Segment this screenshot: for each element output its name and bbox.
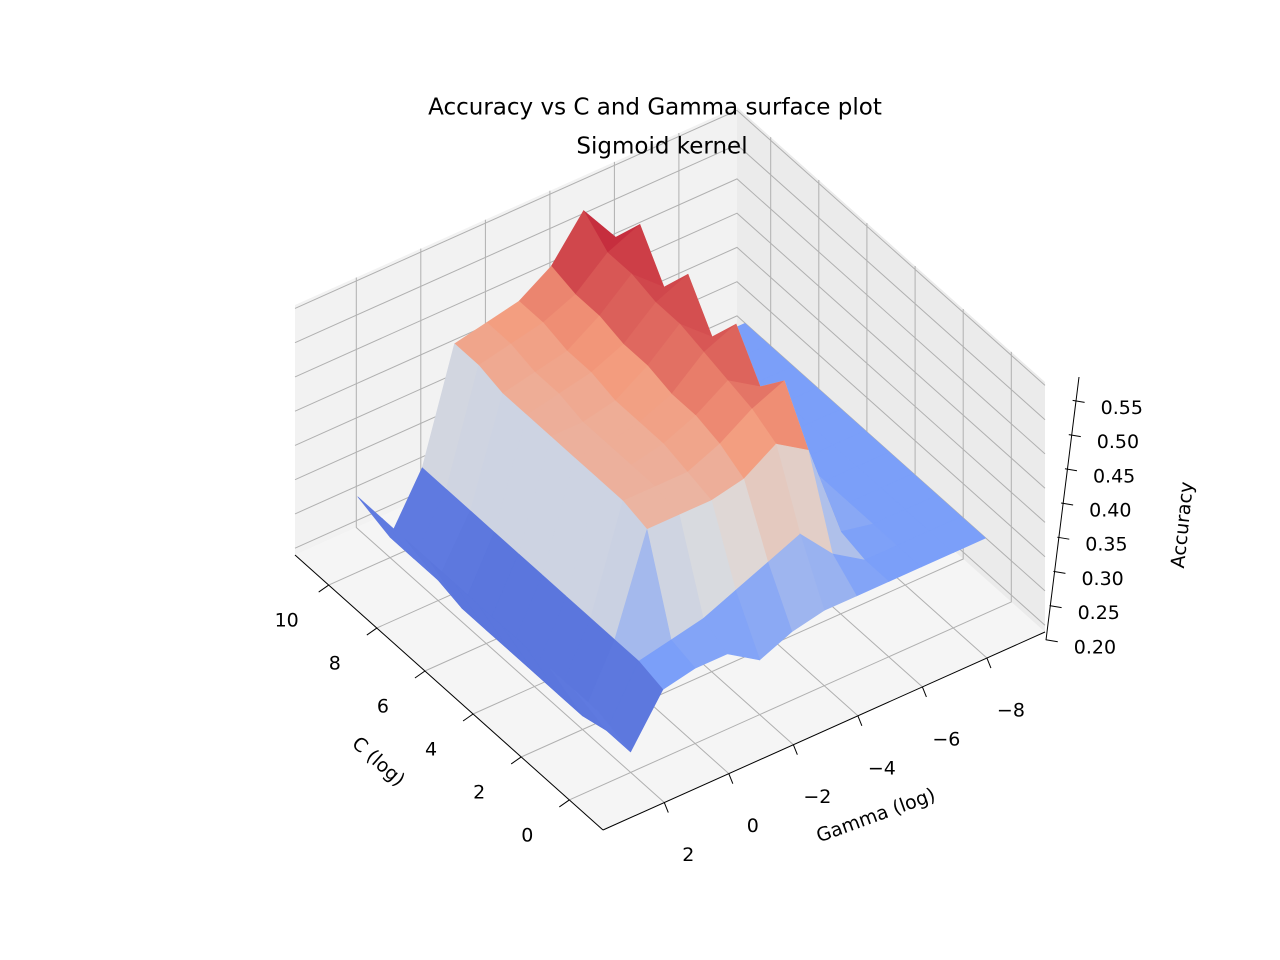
- y-tick-label: 10: [275, 610, 299, 632]
- y-axis-label: C (log): [348, 732, 410, 791]
- z-tick: [1049, 605, 1062, 609]
- grid-line: [569, 351, 1012, 801]
- grid-line: [294, 144, 1046, 421]
- y-tick-label: 6: [377, 696, 389, 718]
- x-tick: [921, 686, 927, 698]
- x-tick-label: −8: [997, 700, 1025, 722]
- x-tick-label: −6: [932, 728, 960, 750]
- x-tick-label: −2: [803, 786, 831, 808]
- grid-line: [294, 246, 1046, 523]
- x-tick: [857, 715, 863, 727]
- side-pane: [737, 107, 1045, 632]
- grid-line: [355, 277, 665, 803]
- chart-subtitle: Sigmoid kernel: [576, 134, 747, 160]
- x-axis-line: [602, 631, 1046, 831]
- z-tick-label: 0.20: [1074, 636, 1116, 658]
- x-tick: [663, 802, 669, 813]
- y-axis-line: [294, 554, 604, 831]
- z-tick-label: 0.55: [1101, 397, 1143, 419]
- y-tick: [559, 799, 570, 808]
- y-tick-label: 0: [521, 824, 533, 846]
- y-tick-label: 2: [473, 781, 485, 803]
- z-tick-label: 0.35: [1085, 534, 1127, 556]
- y-tick: [366, 627, 378, 636]
- y-tick: [510, 756, 522, 765]
- z-tick-label: 0.40: [1089, 499, 1131, 521]
- surface-patch: [574, 689, 631, 753]
- z-tick: [1068, 434, 1081, 438]
- z-axis-label: Accuracy: [1167, 481, 1198, 570]
- z-tick-label: 0.30: [1081, 568, 1123, 590]
- x-tick: [728, 773, 734, 784]
- chart-title: Accuracy vs C and Gamma surface plot: [428, 95, 882, 121]
- z-tick-label: 0.50: [1097, 431, 1139, 453]
- y-tick-label: 8: [329, 653, 341, 675]
- axes: 2 0 −2 −4 −6 −8 0 2 4 6 8 10 0.20 0.25 0.30 0.35 0.40 0.4…: [275, 376, 1143, 866]
- z-tick-label: 0.25: [1078, 602, 1120, 624]
- grid-line: [520, 309, 964, 758]
- x-axis-label: Gamma (log): [813, 784, 938, 847]
- x-tick: [792, 744, 798, 755]
- y-tick: [414, 670, 426, 679]
- grid-line: [294, 109, 1046, 386]
- y-tick: [462, 713, 474, 722]
- x-tick-label: 2: [682, 844, 694, 866]
- x-tick: [986, 657, 992, 669]
- z-tick: [1053, 570, 1066, 574]
- z-tick: [1064, 468, 1078, 472]
- surface: [357, 209, 987, 753]
- z-tick-label: 0.45: [1093, 465, 1135, 487]
- z-tick: [1072, 399, 1085, 403]
- grid-line: [294, 212, 1046, 489]
- grid-line: [294, 178, 1046, 455]
- z-tick: [1045, 639, 1058, 643]
- x-tick-label: −4: [868, 757, 896, 779]
- x-tick-label: 0: [747, 815, 759, 837]
- y-tick: [318, 584, 329, 593]
- y-tick-label: 4: [425, 738, 437, 760]
- z-axis-line: [1045, 376, 1080, 641]
